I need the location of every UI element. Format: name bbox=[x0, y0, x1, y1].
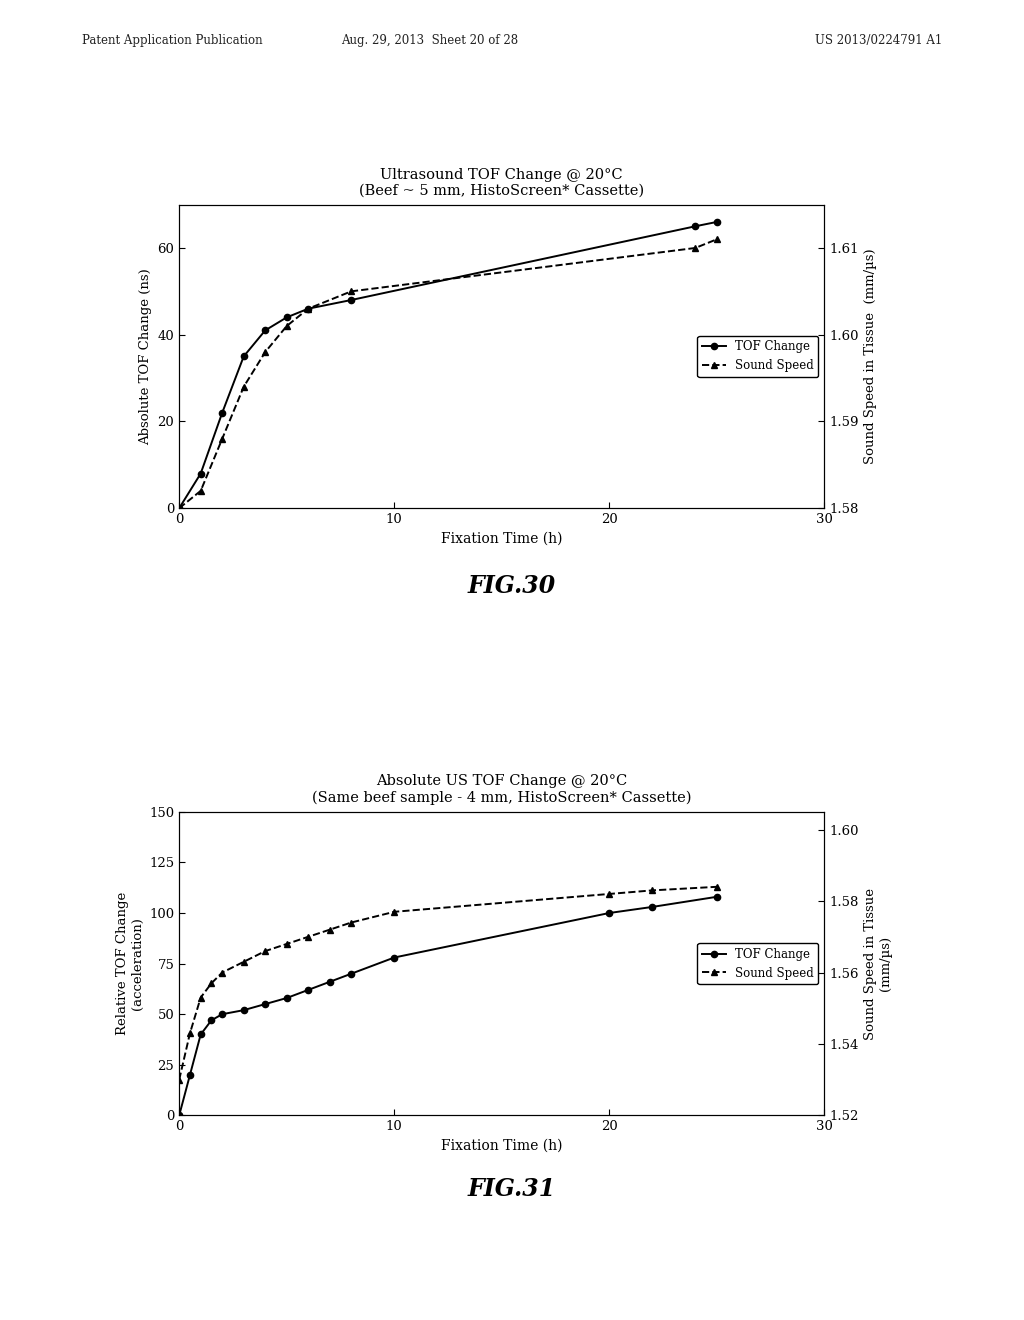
Sound Speed bbox=[216, 965, 228, 981]
TOF Change bbox=[195, 1027, 207, 1043]
TOF Change bbox=[302, 982, 314, 998]
Sound Speed bbox=[281, 936, 293, 952]
Sound Speed bbox=[195, 483, 207, 499]
Text: US 2013/0224791 A1: US 2013/0224791 A1 bbox=[815, 34, 942, 48]
Sound Speed bbox=[281, 318, 293, 334]
X-axis label: Fixation Time (h): Fixation Time (h) bbox=[441, 532, 562, 545]
Sound Speed bbox=[238, 379, 250, 395]
Sound Speed bbox=[603, 886, 615, 902]
Line: Sound Speed: Sound Speed bbox=[176, 236, 720, 511]
Line: TOF Change: TOF Change bbox=[176, 894, 720, 1118]
Sound Speed bbox=[259, 345, 271, 360]
TOF Change bbox=[711, 214, 723, 230]
Title: Absolute US TOF Change @ 20°C
(Same beef sample - 4 mm, HistoScreen* Cassette): Absolute US TOF Change @ 20°C (Same beef… bbox=[312, 775, 691, 805]
TOF Change bbox=[689, 218, 701, 234]
Line: TOF Change: TOF Change bbox=[176, 219, 720, 511]
TOF Change bbox=[646, 899, 658, 915]
Sound Speed bbox=[173, 500, 185, 516]
TOF Change bbox=[388, 949, 400, 965]
TOF Change bbox=[324, 974, 336, 990]
Text: Patent Application Publication: Patent Application Publication bbox=[82, 34, 262, 48]
Legend: TOF Change, Sound Speed: TOF Change, Sound Speed bbox=[697, 335, 818, 378]
Text: FIG.31: FIG.31 bbox=[468, 1177, 556, 1201]
TOF Change bbox=[173, 1107, 185, 1123]
Sound Speed bbox=[345, 284, 357, 300]
Sound Speed bbox=[184, 1026, 197, 1041]
Sound Speed bbox=[711, 879, 723, 895]
Sound Speed bbox=[345, 915, 357, 931]
TOF Change bbox=[216, 405, 228, 421]
Sound Speed bbox=[689, 240, 701, 256]
Sound Speed bbox=[388, 904, 400, 920]
Text: Aug. 29, 2013  Sheet 20 of 28: Aug. 29, 2013 Sheet 20 of 28 bbox=[342, 34, 518, 48]
Y-axis label: Sound Speed in Tissue
(mm/µs): Sound Speed in Tissue (mm/µs) bbox=[864, 887, 892, 1040]
Title: Ultrasound TOF Change @ 20°C
(Beef ~ 5 mm, HistoScreen* Cassette): Ultrasound TOF Change @ 20°C (Beef ~ 5 m… bbox=[359, 168, 644, 198]
Line: Sound Speed: Sound Speed bbox=[176, 883, 720, 1082]
Sound Speed bbox=[216, 430, 228, 446]
TOF Change bbox=[205, 1012, 217, 1028]
Text: FIG.30: FIG.30 bbox=[468, 574, 556, 598]
Legend: TOF Change, Sound Speed: TOF Change, Sound Speed bbox=[697, 942, 818, 985]
Sound Speed bbox=[205, 975, 217, 991]
X-axis label: Fixation Time (h): Fixation Time (h) bbox=[441, 1139, 562, 1152]
TOF Change bbox=[281, 309, 293, 325]
TOF Change bbox=[195, 466, 207, 482]
TOF Change bbox=[173, 500, 185, 516]
TOF Change bbox=[259, 997, 271, 1012]
TOF Change bbox=[259, 322, 271, 338]
Y-axis label: Relative TOF Change
(acceleration): Relative TOF Change (acceleration) bbox=[116, 892, 143, 1035]
TOF Change bbox=[238, 1002, 250, 1018]
TOF Change bbox=[603, 906, 615, 921]
Sound Speed bbox=[302, 301, 314, 317]
TOF Change bbox=[345, 292, 357, 308]
Sound Speed bbox=[302, 929, 314, 945]
TOF Change bbox=[281, 990, 293, 1006]
Sound Speed bbox=[173, 1072, 185, 1088]
TOF Change bbox=[302, 301, 314, 317]
Sound Speed bbox=[195, 990, 207, 1006]
TOF Change bbox=[711, 888, 723, 904]
TOF Change bbox=[345, 966, 357, 982]
Sound Speed bbox=[646, 883, 658, 899]
TOF Change bbox=[216, 1006, 228, 1022]
Sound Speed bbox=[324, 921, 336, 937]
TOF Change bbox=[238, 348, 250, 364]
Sound Speed bbox=[711, 231, 723, 247]
Y-axis label: Absolute TOF Change (ns): Absolute TOF Change (ns) bbox=[139, 268, 152, 445]
Y-axis label: Sound Speed in Tissue  (mm/µs): Sound Speed in Tissue (mm/µs) bbox=[864, 248, 878, 465]
Sound Speed bbox=[238, 954, 250, 970]
TOF Change bbox=[184, 1067, 197, 1082]
Sound Speed bbox=[259, 944, 271, 960]
